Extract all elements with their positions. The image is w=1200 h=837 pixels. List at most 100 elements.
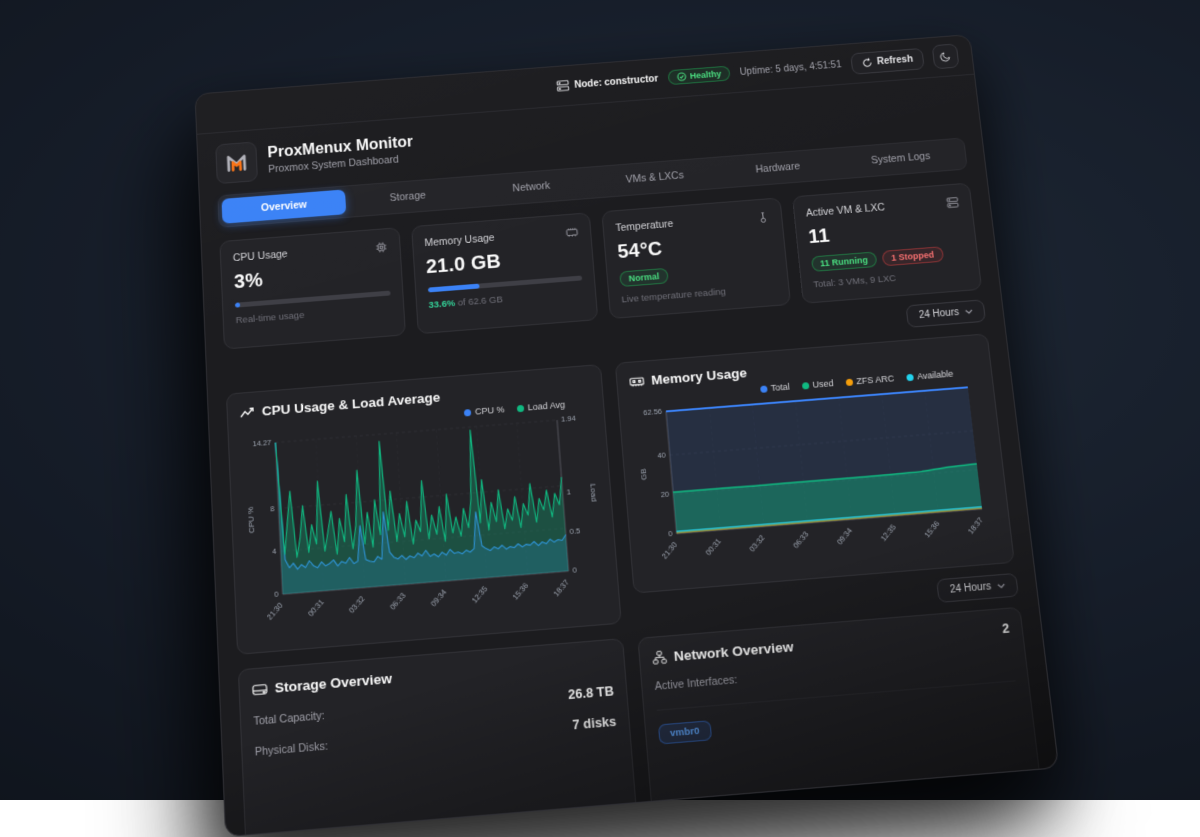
tab-network[interactable]: Network: [469, 170, 594, 204]
left-column: CPU Usage & Load Average CPU %Load Avg 0…: [226, 364, 641, 837]
proxmenux-logo-icon: [223, 150, 250, 176]
svg-text:21:30: 21:30: [660, 540, 679, 561]
svg-text:8: 8: [270, 504, 275, 514]
cpu-chip-icon: [374, 241, 388, 254]
memory-usage-card: Memory Usage 21.0 GB 33.6% of 62.6 GB: [411, 212, 599, 334]
refresh-icon: [861, 57, 873, 68]
svg-text:06:33: 06:33: [388, 591, 408, 612]
svg-text:15:36: 15:36: [922, 519, 941, 540]
svg-text:Load: Load: [588, 483, 599, 502]
svg-text:18:37: 18:37: [966, 515, 985, 536]
svg-text:CPU %: CPU %: [246, 506, 257, 533]
cpu-load-chart-card: CPU Usage & Load Average CPU %Load Avg 0…: [226, 364, 622, 655]
svg-text:15:36: 15:36: [511, 581, 531, 602]
vm-running-badge: 11 Running: [810, 251, 877, 272]
network-count: 2: [1001, 621, 1010, 636]
network-nodes-icon: [652, 650, 667, 665]
memory-time-range-select[interactable]: 24 Hours: [937, 573, 1019, 603]
node-indicator: Node: constructor: [556, 72, 659, 93]
chevron-down-icon: [997, 583, 1006, 589]
storage-title: Storage Overview: [274, 671, 392, 696]
server-stack-icon: [946, 196, 960, 209]
temperature-card: Temperature 54°C Normal Live temperature…: [601, 197, 790, 319]
svg-text:09:34: 09:34: [835, 526, 854, 547]
svg-text:GB: GB: [638, 468, 648, 480]
svg-text:1.94: 1.94: [561, 414, 576, 424]
memory-card-title: Memory Usage: [424, 232, 495, 249]
svg-text:06:33: 06:33: [791, 529, 810, 550]
cpu-value: 3%: [234, 260, 390, 294]
time-range-select[interactable]: 24 Hours: [906, 299, 986, 327]
uptime-label: Uptime: 5 days, 4:51:51: [739, 59, 842, 77]
svg-text:0: 0: [572, 566, 577, 576]
svg-text:0.5: 0.5: [569, 526, 580, 536]
legend-cpu-: CPU %: [464, 404, 505, 417]
tab-system-logs[interactable]: System Logs: [838, 141, 963, 175]
svg-text:09:34: 09:34: [429, 587, 449, 608]
dashboard-window: Node: constructor Healthy Uptime: 5 days…: [194, 34, 1059, 837]
interface-badge: vmbr0: [658, 720, 712, 744]
tab-hardware[interactable]: Hardware: [715, 151, 840, 185]
svg-text:20: 20: [660, 490, 669, 500]
network-title: Network Overview: [673, 639, 794, 664]
tab-storage[interactable]: Storage: [345, 180, 470, 214]
health-badge: Healthy: [667, 66, 731, 86]
vm-card-title: Active VM & LXC: [805, 202, 885, 220]
server-icon: [556, 79, 571, 93]
cpu-card-title: CPU Usage: [233, 248, 288, 264]
hard-disk-icon: [252, 682, 268, 696]
app-logo: [215, 141, 258, 184]
svg-text:40: 40: [657, 451, 666, 461]
theme-toggle-button[interactable]: [932, 43, 960, 69]
legend-total: Total: [759, 382, 790, 394]
svg-text:62.56: 62.56: [643, 407, 663, 418]
svg-text:21:30: 21:30: [265, 601, 285, 622]
cpu-load-chart: 0 4 8 14.27 0 0.5 1 1.94 21:30 00:31 03:32 06:33 09:…: [241, 409, 607, 640]
trend-up-icon: [240, 406, 256, 419]
main-grid: CPU Usage & Load Average CPU %Load Avg 0…: [226, 333, 1047, 837]
svg-text:0: 0: [668, 529, 673, 539]
svg-text:0: 0: [274, 590, 279, 600]
node-label: Node: constructor: [574, 73, 659, 90]
temperature-status-badge: Normal: [619, 268, 669, 287]
temperature-value: 54°C: [617, 230, 773, 264]
svg-text:00:31: 00:31: [704, 537, 723, 558]
memory-stick-icon: [565, 226, 579, 239]
svg-text:4: 4: [272, 547, 277, 557]
chevron-down-icon: [965, 309, 973, 314]
memory-value: 21.0 GB: [425, 245, 581, 279]
vm-caption: Total: 3 VMs, 9 LXC: [813, 268, 968, 291]
svg-text:03:32: 03:32: [347, 594, 367, 615]
memory-caption: 33.6% of 62.6 GB: [428, 288, 583, 311]
tab-overview[interactable]: Overview: [221, 189, 346, 223]
vm-stopped-badge: 1 Stopped: [882, 246, 944, 266]
cpu-caption: Real-time usage: [235, 303, 391, 326]
active-vm-lxc-card: Active VM & LXC 11 11 Running 1 Stopped …: [792, 183, 983, 304]
cpu-usage-card: CPU Usage 3% Real-time usage: [219, 227, 405, 349]
svg-text:12:35: 12:35: [879, 522, 898, 543]
memory-chip-icon: [629, 375, 645, 388]
tab-vms-lxcs[interactable]: VMs & LXCs: [592, 161, 717, 195]
network-overview-card: Network Overview 2 Active Interfaces: vm…: [637, 607, 1047, 837]
temperature-card-title: Temperature: [615, 218, 674, 234]
svg-text:18:37: 18:37: [551, 578, 571, 599]
refresh-button[interactable]: Refresh: [850, 47, 925, 74]
desktop-background: Node: constructor Healthy Uptime: 5 days…: [0, 0, 1200, 800]
svg-text:03:32: 03:32: [747, 533, 766, 554]
legend-used: Used: [801, 378, 834, 390]
svg-text:12:35: 12:35: [470, 584, 490, 605]
vm-count-value: 11: [807, 215, 963, 249]
svg-text:00:31: 00:31: [306, 597, 326, 618]
moon-icon: [939, 50, 952, 62]
thermometer-icon: [756, 211, 770, 224]
svg-text:14.27: 14.27: [252, 438, 271, 449]
check-circle-icon: [676, 72, 686, 82]
memory-chart: 0 20 40 62.56 21:30 00:31 03:32 06:33 09:34 12:35…: [631, 378, 999, 579]
memory-chart-title: Memory Usage: [651, 365, 748, 387]
temperature-caption: Live temperature reading: [621, 283, 776, 306]
svg-text:1: 1: [566, 487, 571, 497]
